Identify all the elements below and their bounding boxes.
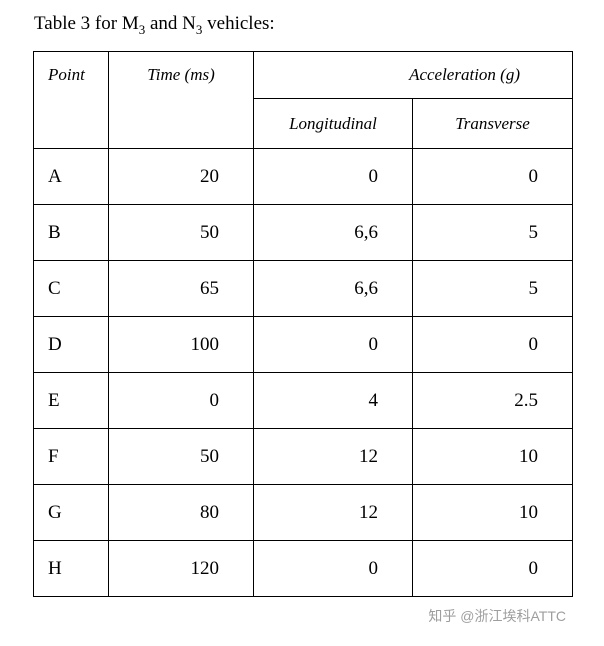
table-row-c: C 65 6,6 5: [33, 260, 573, 317]
column-header-transverse: Transverse: [412, 98, 573, 149]
point-cell: F: [33, 428, 109, 485]
longitudinal-cell: 6,6: [253, 260, 413, 317]
watermark-text: 知乎 @浙江埃科ATTC: [428, 608, 566, 624]
point-cell: E: [33, 372, 109, 429]
time-cell: 0: [108, 372, 254, 429]
time-cell: 65: [108, 260, 254, 317]
column-header-acceleration: Acceleration (g): [253, 51, 573, 99]
transverse-cell: 0: [412, 148, 573, 205]
time-cell: 120: [108, 540, 254, 597]
acceleration-table: Point Time (ms) Acceleration (g) Longitu…: [33, 51, 573, 597]
caption-subscript-1: 3: [138, 21, 146, 37]
longitudinal-cell: 0: [253, 540, 413, 597]
document-page: Table 3 for M3 and N3 vehicles: Point Ti…: [33, 12, 604, 597]
transverse-cell: 5: [412, 260, 573, 317]
table-header: Point Time (ms) Acceleration (g) Longitu…: [33, 51, 573, 149]
transverse-cell: 5: [412, 204, 573, 261]
transverse-cell: 2.5: [412, 372, 573, 429]
table-row-h: H 120 0 0: [33, 540, 573, 597]
longitudinal-cell: 4: [253, 372, 413, 429]
transverse-cell: 10: [412, 484, 573, 541]
longitudinal-cell: 12: [253, 484, 413, 541]
transverse-cell: 0: [412, 316, 573, 373]
table-row-b: B 50 6,6 5: [33, 204, 573, 261]
time-cell: 20: [108, 148, 254, 205]
point-cell: H: [33, 540, 109, 597]
point-cell: B: [33, 204, 109, 261]
time-cell: 50: [108, 428, 254, 485]
table-row-f: F 50 12 10: [33, 428, 573, 485]
longitudinal-cell: 0: [253, 316, 413, 373]
longitudinal-cell: 12: [253, 428, 413, 485]
table-body: A 20 0 0 B 50 6,6 5 C 65 6,6 5 D 100 0: [33, 148, 573, 597]
longitudinal-cell: 6,6: [253, 204, 413, 261]
transverse-cell: 10: [412, 428, 573, 485]
time-cell: 80: [108, 484, 254, 541]
point-cell: C: [33, 260, 109, 317]
time-cell: 100: [108, 316, 254, 373]
table-row-g: G 80 12 10: [33, 484, 573, 541]
column-header-time: Time (ms): [108, 51, 254, 149]
table-row-d: D 100 0 0: [33, 316, 573, 373]
caption-text-2: and N: [145, 13, 196, 34]
point-cell: D: [33, 316, 109, 373]
point-cell: G: [33, 484, 109, 541]
point-cell: A: [33, 148, 109, 205]
column-header-point: Point: [33, 51, 109, 149]
caption-text-3: vehicles:: [202, 13, 275, 34]
table-row-e: E 0 4 2.5: [33, 372, 573, 429]
table-caption: Table 3 for M3 and N3 vehicles:: [34, 12, 604, 36]
caption-text-1: Table 3 for M: [34, 13, 139, 34]
table-row-a: A 20 0 0: [33, 148, 573, 205]
longitudinal-cell: 0: [253, 148, 413, 205]
column-header-longitudinal: Longitudinal: [253, 98, 413, 149]
time-cell: 50: [108, 204, 254, 261]
transverse-cell: 0: [412, 540, 573, 597]
caption-subscript-2: 3: [195, 21, 203, 37]
